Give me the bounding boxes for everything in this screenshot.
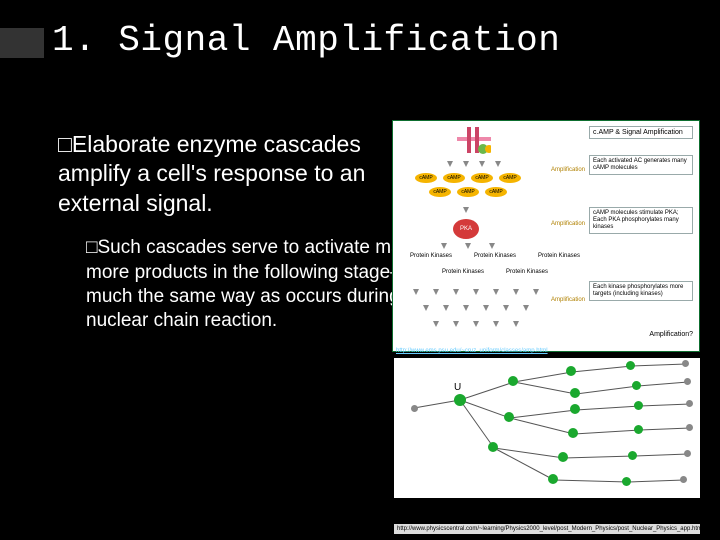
arrow-icon <box>495 161 501 167</box>
arrow-icon <box>473 289 479 295</box>
chain-lines-icon <box>394 358 700 498</box>
arrow-icon <box>493 321 499 327</box>
chain-node <box>548 474 558 484</box>
chain-node <box>570 404 580 414</box>
amp-label-2: Amplification <box>551 221 585 227</box>
chain-node <box>632 381 641 390</box>
accent-bar <box>0 28 44 58</box>
footer-url: http://www.physicscentral.com/~learning/… <box>394 524 700 534</box>
chain-node <box>568 428 578 438</box>
u-label: U <box>454 382 461 393</box>
kinase-label: Protein Kinases <box>401 253 461 259</box>
chain-node <box>454 394 466 406</box>
chain-node <box>626 361 635 370</box>
receptor-icon <box>457 127 491 157</box>
camp-dot: cAMP <box>415 173 437 183</box>
chain-node <box>504 412 514 422</box>
arrow-icon <box>523 305 529 311</box>
arrow-icon <box>503 305 509 311</box>
arrow-icon <box>453 289 459 295</box>
amp-label-3: Amplification <box>551 297 585 303</box>
chain-node <box>622 477 631 486</box>
chain-node <box>634 425 643 434</box>
arrow-icon <box>465 243 471 249</box>
arrow-icon <box>443 305 449 311</box>
chain-node <box>628 451 637 460</box>
kinase-label: Protein Kinases <box>465 253 525 259</box>
figure-box-1: Each activated AC generates many cAMP mo… <box>589 155 693 175</box>
slide-title: 1. Signal Amplification <box>52 20 560 61</box>
arrow-icon <box>463 207 469 213</box>
camp-dot: cAMP <box>443 173 465 183</box>
arrow-icon <box>433 289 439 295</box>
arrow-icon <box>489 243 495 249</box>
chain-node <box>508 376 518 386</box>
chain-node <box>411 405 418 412</box>
chain-node <box>682 360 689 367</box>
amp-label-1: Amplification <box>551 167 585 173</box>
arrow-icon <box>483 305 489 311</box>
camp-dot: cAMP <box>485 187 507 197</box>
figure-camp-amplification: c.AMP & Signal Amplification Each activa… <box>392 120 700 352</box>
chain-node <box>686 400 693 407</box>
chain-node <box>684 450 691 457</box>
arrow-icon <box>533 289 539 295</box>
main-bullet: □Elaborate enzyme cascades amplify a cel… <box>58 130 388 218</box>
camp-dot: cAMP <box>429 187 451 197</box>
arrow-icon <box>479 161 485 167</box>
arrow-icon <box>423 305 429 311</box>
kinase-label: Protein Kinases <box>497 269 557 275</box>
arrow-icon <box>463 305 469 311</box>
arrow-icon <box>513 289 519 295</box>
chain-node <box>680 476 687 483</box>
arrow-icon <box>463 161 469 167</box>
main-bullet-text: Elaborate enzyme cascades amplify a cell… <box>58 131 365 216</box>
pka-node: PKA <box>453 219 479 239</box>
camp-dot: cAMP <box>457 187 479 197</box>
kinase-label: Protein Kinases <box>433 269 493 275</box>
arrow-icon <box>453 321 459 327</box>
figure-question: Amplification? <box>649 331 693 338</box>
arrow-icon <box>433 321 439 327</box>
chain-node <box>686 424 693 431</box>
arrow-icon <box>473 321 479 327</box>
sub-bullet-text: Such cascades serve to activate many mor… <box>86 237 424 331</box>
chain-node <box>570 388 580 398</box>
body-text: □Elaborate enzyme cascades amplify a cel… <box>58 130 388 334</box>
figure-top-url: http://www.ems.psu.edu/~cruz_uniform/cla… <box>396 348 548 354</box>
arrow-icon <box>441 243 447 249</box>
chain-node <box>558 452 568 462</box>
chain-node <box>566 366 576 376</box>
camp-dot: cAMP <box>471 173 493 183</box>
arrow-icon <box>493 289 499 295</box>
arrow-icon <box>413 289 419 295</box>
kinase-label: Protein Kinases <box>529 253 589 259</box>
figure-box-2: cAMP molecules stimulate PKA; Each PKA p… <box>589 207 693 234</box>
camp-dot: cAMP <box>499 173 521 183</box>
figure-chain-reaction: U <box>394 358 700 498</box>
chain-node <box>488 442 498 452</box>
chain-node <box>684 378 691 385</box>
arrow-icon <box>513 321 519 327</box>
arrow-icon <box>447 161 453 167</box>
figure-title-box: c.AMP & Signal Amplification <box>589 126 693 139</box>
chain-node <box>634 401 643 410</box>
figure-box-3: Each kinase phosphorylates more targets … <box>589 281 693 301</box>
sub-bullet: □Such cascades serve to activate many mo… <box>86 236 426 333</box>
